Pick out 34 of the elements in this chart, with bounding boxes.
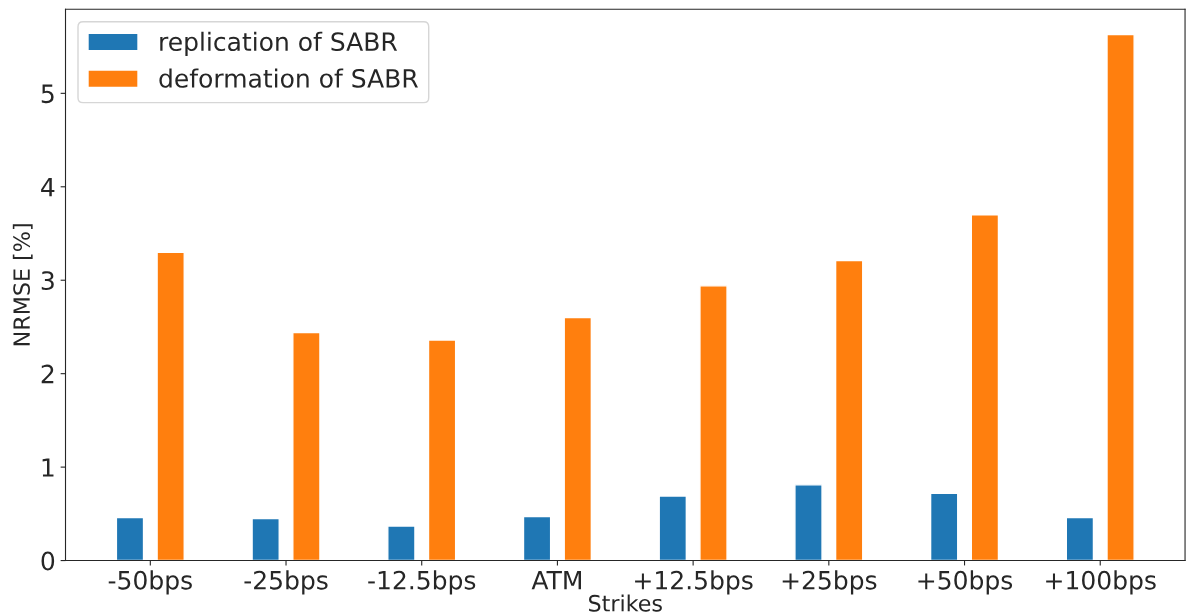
y-tick-label: 3 [41, 271, 54, 291]
legend-label: deformation of SABR [159, 68, 418, 88]
bar [970, 214, 1000, 561]
y-tick-label: 2 [41, 364, 54, 384]
bar [699, 285, 728, 561]
y-tick-label: 5 [41, 84, 54, 104]
bar [251, 517, 280, 561]
x-tick-label: -25bps [244, 570, 328, 595]
bar [1106, 33, 1135, 561]
y-axis-title: NRMSE [%] [12, 224, 33, 346]
bar [929, 492, 959, 561]
x-tick-label: +100bps [1046, 570, 1156, 595]
y-tick-label: 0 [41, 551, 55, 571]
bar [834, 259, 864, 561]
bar [427, 339, 457, 561]
bar [156, 251, 185, 561]
x-tick-label: -50bps [108, 570, 192, 595]
x-tick-label: -12.5bps [368, 570, 476, 595]
bar [522, 515, 552, 561]
bar [387, 525, 416, 561]
bar [1065, 516, 1095, 561]
bar [658, 495, 688, 561]
bar [794, 484, 823, 561]
bar [292, 331, 321, 561]
x-axis-title: Strikes [589, 594, 662, 612]
bar [563, 316, 593, 561]
y-tick-label: 4 [41, 178, 55, 197]
x-tick-label: +12.5bps [635, 570, 753, 595]
legend-label: replication of SABR [160, 31, 398, 56]
x-tick-label: ATM [531, 571, 581, 590]
bar [115, 516, 145, 561]
y-tick-label: 1 [42, 458, 54, 477]
x-tick-label: +50bps [918, 570, 1013, 595]
x-tick-label: +25bps [782, 570, 877, 595]
